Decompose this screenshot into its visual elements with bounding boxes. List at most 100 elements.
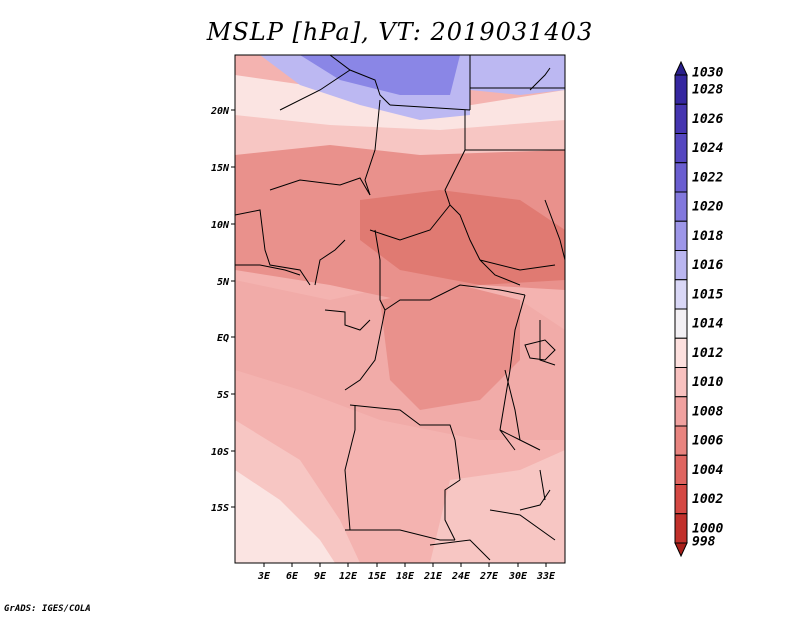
colorbar-label-1015: 1015 <box>692 287 723 302</box>
border-west-africa <box>235 209 311 286</box>
lat-label-20n: 20N <box>210 106 230 117</box>
colorbar-label-1028: 1028 <box>692 83 723 98</box>
border-angola-namibia <box>345 529 455 541</box>
border-niger-chad <box>364 99 381 196</box>
colorbar-swatch-1028 <box>674 74 688 105</box>
border-car-sudan <box>479 259 521 286</box>
border-drc-congo <box>344 309 386 391</box>
field-high-east <box>470 55 565 95</box>
border-botswana <box>429 539 491 561</box>
map-frame <box>234 54 566 564</box>
field-high-core <box>300 55 460 95</box>
border-west-coast <box>235 264 301 276</box>
field-light-southwest <box>235 470 335 563</box>
colorbar-swatch-1024 <box>674 133 688 164</box>
colorbar-swatch-1000 <box>674 513 688 544</box>
lat-labels: 20N 15N 10N 5N EQ 5S 10S 15S <box>210 106 230 514</box>
colorbar-swatch-1004 <box>674 454 688 485</box>
colorbar-label-1022: 1022 <box>692 170 723 185</box>
border-angola-west <box>344 405 356 531</box>
colorbar-swatch-1030 <box>674 60 688 76</box>
border-angola-zambia <box>444 479 461 541</box>
colorbar-swatch-1022 <box>674 162 688 193</box>
border-lake-malawi <box>539 469 546 501</box>
colorbar-label-1014: 1014 <box>692 317 723 332</box>
colorbar-label-1002: 1002 <box>692 492 723 507</box>
border-drc-east <box>499 294 526 451</box>
lat-ticks <box>231 109 235 508</box>
border-car-drc <box>384 284 526 311</box>
lat-label-15n: 15N <box>211 163 230 174</box>
lon-label-9e: 9E <box>314 571 327 582</box>
colorbar-swatch-1018 <box>674 220 688 251</box>
lat-label-10n: 10N <box>211 220 230 231</box>
lon-label-21e: 21E <box>423 571 443 582</box>
lon-label-24e: 24E <box>451 571 471 582</box>
field-1012-southeast <box>430 450 565 563</box>
border-drc-angola-north <box>349 404 461 481</box>
colorbar-label-1000: 1000 <box>692 521 723 536</box>
colorbar-swatch-1016 <box>674 250 688 281</box>
lon-label-27e: 27E <box>479 571 499 582</box>
border-ethiopia <box>544 199 565 261</box>
border-chad-car <box>369 204 451 241</box>
lon-label-12e: 12E <box>339 571 358 582</box>
colorbar-swatch-998 <box>674 542 688 558</box>
colorbar-label-1026: 1026 <box>692 112 723 127</box>
colorbar-swatch-1012 <box>674 337 688 368</box>
colorbar-label-1020: 1020 <box>692 200 723 215</box>
lat-label-5n: 5N <box>217 277 230 288</box>
colorbar-swatch-1006 <box>674 425 688 456</box>
lon-label-3e: 3E <box>257 571 271 582</box>
colorbar-label-1004: 1004 <box>692 463 723 478</box>
colorbar-label-1018: 1018 <box>692 229 723 244</box>
colorbar-label-1012: 1012 <box>692 346 723 361</box>
colorbar-swatch-1002 <box>674 484 688 515</box>
lon-ticks <box>263 563 547 567</box>
colorbar-label-1008: 1008 <box>692 404 723 419</box>
field-1008-central <box>380 285 520 410</box>
colorbar-swatch-1020 <box>674 191 688 222</box>
grads-credit: GrADS: IGES/COLA <box>4 604 91 614</box>
border-algeria-libya <box>329 55 391 106</box>
border-niger-nigeria <box>269 177 371 196</box>
colorbar-label-1024: 1024 <box>692 141 723 156</box>
border-chad-libya <box>389 104 471 111</box>
border-cameroon-car <box>374 229 386 311</box>
colorbar-label-1006: 1006 <box>692 434 723 449</box>
colorbar-swatch-1014 <box>674 308 688 339</box>
colorbar-swatch-1015 <box>674 279 688 310</box>
colorbar-swatch-1010 <box>674 367 688 398</box>
lon-label-6e: 6E <box>286 571 299 582</box>
lon-label-33e: 33E <box>536 571 556 582</box>
map-title: MSLP [hPa], VT: 2019031403 <box>206 18 594 46</box>
colorbar-label-1016: 1016 <box>692 258 723 273</box>
border-lake-victoria <box>524 339 556 361</box>
colorbar: 1030 1028 1026 1024 1022 1020 1018 1016 1015 1014… <box>674 60 723 558</box>
lon-label-30e: 30E <box>508 571 528 582</box>
border-niger-north <box>279 69 351 111</box>
pressure-field <box>235 55 565 563</box>
colorbar-label-1010: 1010 <box>692 375 723 390</box>
lat-label-15s: 15S <box>211 503 229 514</box>
border-red-sea-coast <box>529 67 551 91</box>
colorbar-label-998: 998 <box>692 534 716 549</box>
lat-label-10s: 10S <box>211 447 229 458</box>
country-borders <box>235 55 565 561</box>
lon-label-15e: 15E <box>368 571 387 582</box>
field-1006-low <box>360 190 565 285</box>
border-lake-tanganyika <box>504 369 521 441</box>
border-gabon <box>324 309 371 331</box>
border-chad-sudan <box>444 110 481 261</box>
lat-label-5s: 5S <box>217 390 229 401</box>
lat-label-eq: EQ <box>217 333 229 344</box>
border-zimbabwe <box>489 509 556 541</box>
colorbar-swatch-1008 <box>674 396 688 427</box>
border-nigeria-cameroon <box>314 239 346 286</box>
border-uganda-kenya <box>539 320 556 366</box>
colorbar-swatch-1026 <box>674 103 688 134</box>
border-south-sudan <box>479 259 556 271</box>
lon-labels: 3E 6E 9E 12E 15E 18E 21E 24E 27E 30E 33E <box>257 571 556 582</box>
lon-label-18e: 18E <box>396 571 415 582</box>
